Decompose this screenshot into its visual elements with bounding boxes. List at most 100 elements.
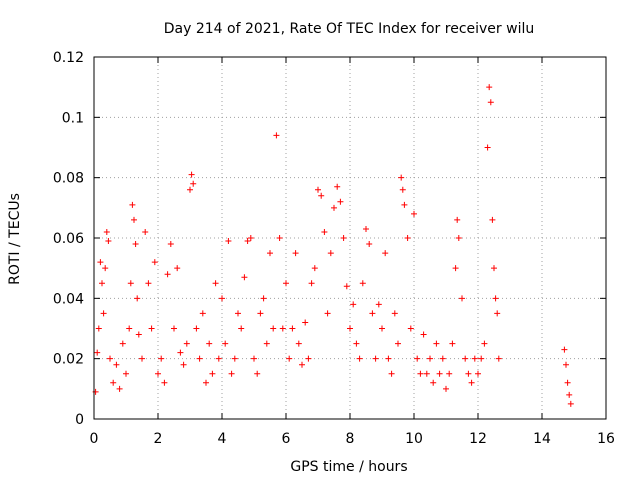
data-point — [188, 171, 195, 178]
x-tick-label: 0 — [90, 431, 99, 447]
axis-ticks: 0 2 4 6 8 10 12 14 16 0 0.02 0.04 0.06 0.08 0.1 0.12 — [53, 50, 615, 447]
data-point — [327, 250, 334, 257]
data-point — [134, 295, 141, 302]
data-point — [286, 355, 293, 362]
data-point — [241, 274, 248, 281]
data-point — [299, 361, 305, 368]
data-point — [430, 379, 437, 386]
data-point — [203, 379, 209, 386]
data-point — [177, 349, 184, 356]
x-axis-label: GPS time / hours — [290, 459, 407, 475]
data-point — [379, 325, 385, 332]
data-point — [295, 340, 302, 347]
data-point — [193, 325, 200, 332]
data-point — [478, 355, 485, 362]
data-point — [564, 379, 571, 386]
x-tick-label: 4 — [218, 431, 227, 447]
data-point — [404, 235, 411, 241]
data-point — [324, 310, 331, 317]
data-point — [110, 379, 117, 386]
data-points — [92, 84, 574, 407]
data-point — [491, 265, 497, 272]
data-point — [455, 235, 462, 241]
data-point — [164, 271, 171, 278]
data-point — [334, 183, 341, 190]
data-point — [102, 265, 109, 272]
data-point — [315, 186, 321, 193]
data-point — [254, 370, 261, 377]
data-point — [174, 265, 181, 272]
data-point — [116, 385, 123, 392]
data-point — [132, 241, 139, 248]
data-point — [103, 228, 110, 235]
data-point — [95, 325, 102, 332]
grid-lines — [94, 57, 606, 419]
data-point — [471, 355, 478, 362]
x-tick-label: 14 — [533, 431, 551, 447]
data-point — [225, 238, 232, 245]
data-point — [486, 84, 493, 91]
y-tick-label: 0.02 — [53, 352, 84, 368]
data-point — [212, 280, 219, 287]
data-point — [148, 325, 155, 332]
data-point — [222, 340, 229, 347]
data-point — [228, 370, 235, 377]
data-point — [318, 192, 325, 199]
data-point — [353, 340, 360, 347]
data-point — [427, 355, 433, 362]
data-point — [414, 355, 421, 362]
data-point — [340, 235, 347, 241]
x-tick-label: 10 — [405, 431, 423, 447]
data-point — [142, 228, 149, 235]
data-point — [231, 355, 238, 362]
data-point — [107, 355, 113, 362]
data-point — [151, 259, 158, 266]
data-point — [145, 280, 152, 287]
data-point — [263, 340, 270, 347]
data-point — [411, 210, 417, 217]
data-point — [385, 355, 392, 362]
data-point — [267, 250, 273, 257]
y-tick-label: 0.12 — [53, 50, 84, 66]
data-point — [235, 310, 241, 317]
data-point — [199, 310, 206, 317]
data-point — [388, 370, 395, 377]
data-point — [119, 340, 126, 347]
data-point — [494, 310, 501, 317]
data-point — [161, 379, 168, 386]
data-point — [423, 370, 430, 377]
data-point — [247, 235, 254, 241]
data-point — [468, 379, 475, 386]
data-point — [171, 325, 177, 332]
data-point — [347, 325, 353, 332]
data-point — [321, 228, 328, 235]
data-point — [446, 370, 453, 377]
data-point — [398, 174, 405, 181]
data-point — [123, 370, 129, 377]
data-point — [563, 361, 569, 368]
data-point — [372, 355, 379, 362]
data-point — [131, 216, 137, 223]
y-tick-label: 0.08 — [53, 171, 84, 187]
data-point — [158, 355, 165, 362]
data-point — [99, 280, 105, 287]
y-tick-label: 0.06 — [53, 231, 84, 247]
data-point — [337, 198, 344, 205]
data-point — [302, 319, 309, 326]
data-point — [331, 204, 337, 211]
data-point — [433, 340, 440, 347]
data-point — [443, 385, 449, 392]
data-point — [481, 340, 488, 347]
data-point — [436, 370, 443, 377]
data-point — [283, 280, 289, 287]
data-point — [452, 265, 459, 272]
data-point — [484, 144, 491, 151]
y-tick-label: 0.04 — [53, 291, 84, 307]
data-point — [566, 391, 573, 398]
data-point — [273, 132, 280, 139]
data-point — [127, 280, 134, 287]
data-point — [439, 355, 446, 362]
data-point — [487, 99, 494, 106]
y-axis-label: ROTI / TECUs — [7, 193, 23, 285]
data-point — [219, 295, 225, 302]
